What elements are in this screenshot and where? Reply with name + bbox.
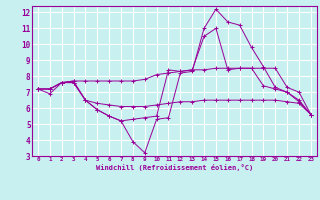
X-axis label: Windchill (Refroidissement éolien,°C): Windchill (Refroidissement éolien,°C) — [96, 164, 253, 171]
